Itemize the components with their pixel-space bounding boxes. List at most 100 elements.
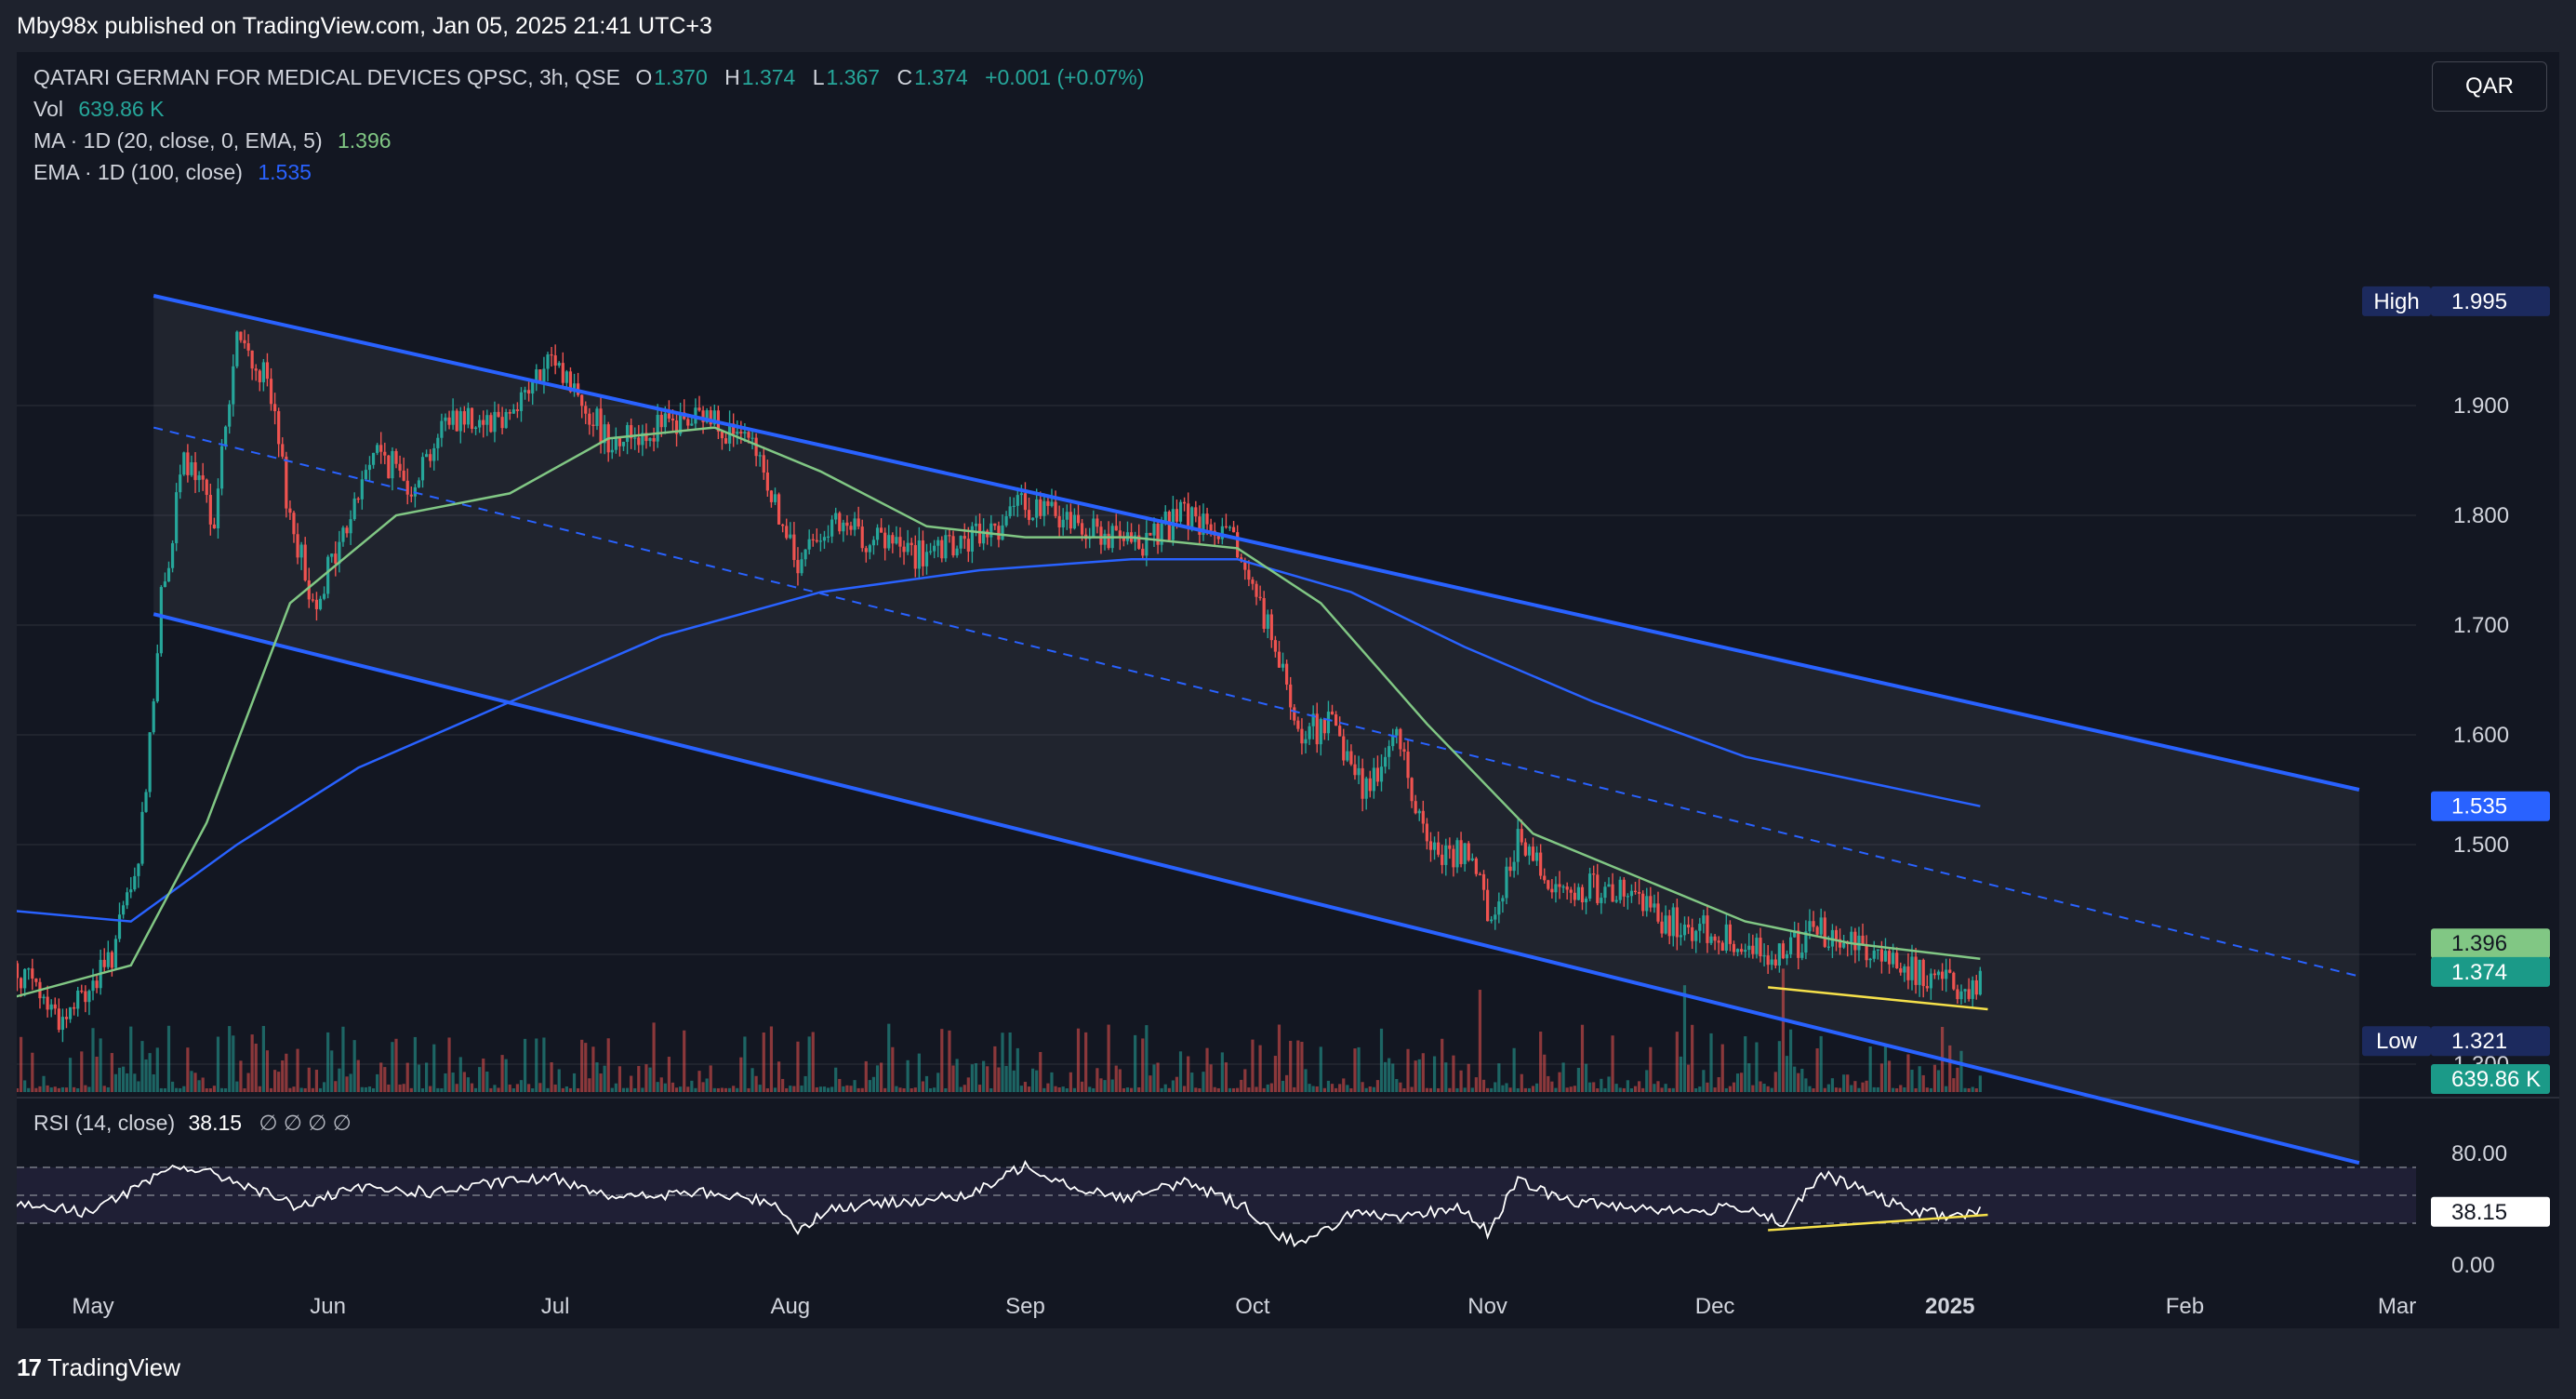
candle-body <box>736 432 739 434</box>
volume-bar <box>1364 1087 1368 1092</box>
candle-body <box>652 437 656 442</box>
volume-bar <box>588 1078 591 1092</box>
volume-bar <box>599 1073 603 1092</box>
candle-body <box>712 410 716 425</box>
volume-bar <box>163 1087 167 1092</box>
candle-body <box>322 593 326 599</box>
candle-body <box>705 410 709 422</box>
candle-body <box>57 1008 60 1031</box>
candle-body <box>1618 879 1622 900</box>
volume-bar <box>1936 1070 1941 1092</box>
volume-bar <box>1812 1087 1815 1092</box>
candle-body <box>1732 943 1736 953</box>
volume-bar <box>511 1088 515 1092</box>
candle-body <box>1664 915 1667 934</box>
candle-body <box>1747 945 1751 951</box>
volume-bar <box>811 1032 815 1092</box>
candle-body <box>341 527 345 542</box>
price-chart[interactable]: 1.9001.8001.7001.6001.5001.30080.000.00M… <box>17 52 2559 1328</box>
candle-body <box>1777 943 1781 966</box>
volume-bar <box>546 1087 550 1092</box>
volume-bar <box>425 1062 429 1092</box>
volume-bar <box>800 1086 803 1092</box>
volume-bar <box>1110 1079 1114 1092</box>
volume-tag-text: 639.86 K <box>2451 1067 2541 1092</box>
volume-bar <box>338 1068 341 1092</box>
volume-bar <box>1383 1061 1388 1092</box>
candle-body <box>311 599 314 601</box>
candle-body <box>519 392 524 411</box>
volume-bar <box>1220 1052 1224 1092</box>
candle-body <box>822 537 827 541</box>
volume-bar <box>175 1087 179 1092</box>
candle-body <box>1391 735 1395 747</box>
candle-body <box>1444 845 1448 865</box>
volume-bar <box>243 1087 246 1092</box>
volume-bar <box>769 1026 774 1092</box>
candle-body <box>193 461 197 481</box>
volume-bar <box>1311 1086 1315 1092</box>
candle-body <box>671 419 675 421</box>
volume-bar <box>87 1086 91 1092</box>
candle-body <box>1160 523 1163 545</box>
currency-button[interactable]: QAR <box>2432 61 2547 112</box>
volume-bar <box>1691 1024 1694 1092</box>
candle-body <box>1872 950 1876 959</box>
volume-bar <box>140 1041 144 1092</box>
volume-bar <box>53 1086 57 1092</box>
volume-bar <box>345 1076 349 1092</box>
volume-bar <box>129 1026 133 1092</box>
candle-body <box>455 410 458 432</box>
volume-bar <box>875 1065 880 1092</box>
candle-body <box>383 451 387 456</box>
candle-body <box>1629 890 1634 897</box>
candle-body <box>1744 950 1747 953</box>
volume-bar <box>1865 1080 1868 1092</box>
volume-bar <box>1588 1082 1592 1092</box>
volume-bar <box>603 1065 606 1092</box>
volume-bar <box>64 1087 69 1092</box>
candle-body <box>1906 966 1910 980</box>
candle-body <box>1755 938 1759 954</box>
candle-body <box>1952 972 1956 990</box>
volume-bar <box>436 1087 440 1092</box>
candle-body <box>53 1004 57 1009</box>
volume-bar <box>948 1030 951 1092</box>
volume-bar <box>1156 1062 1160 1092</box>
volume-bar <box>219 1087 224 1092</box>
candle-body <box>963 536 966 540</box>
volume-bar <box>577 1087 580 1092</box>
volume-bar <box>497 1087 500 1092</box>
footer-brand[interactable]: 17 TradingView <box>17 1349 180 1386</box>
candle-body <box>1107 533 1110 549</box>
candle-body <box>1277 651 1281 668</box>
volume-bar <box>1361 1082 1364 1092</box>
candle-body <box>1520 829 1523 843</box>
candle-body <box>367 464 372 471</box>
candle-body <box>747 432 750 438</box>
volume-bar <box>133 1073 137 1092</box>
volume-bar <box>235 1081 239 1092</box>
volume-bar <box>232 1035 235 1092</box>
volume-bar <box>273 1070 277 1092</box>
volume-bar <box>1550 1081 1554 1092</box>
volume-bar <box>610 1087 614 1092</box>
channel-lower-line <box>153 612 2360 1166</box>
candle-body <box>1459 840 1463 864</box>
candle-body <box>299 544 303 558</box>
time-axis-label: Jun <box>310 1294 346 1319</box>
candle-body <box>853 518 856 530</box>
volume-bar <box>621 1087 626 1092</box>
candle-body <box>1231 526 1236 533</box>
chart-frame[interactable]: 1.9001.8001.7001.6001.5001.30080.000.00M… <box>17 52 2559 1328</box>
candle-body <box>303 544 307 580</box>
candle-body <box>906 542 910 553</box>
volume-bar <box>1861 1082 1865 1092</box>
candle-body <box>1963 989 1967 992</box>
candle-body <box>1156 523 1160 545</box>
volume-bar <box>23 1080 27 1092</box>
candle-body <box>898 537 902 547</box>
volume-bar <box>493 1085 497 1092</box>
volume-bar <box>910 1087 913 1092</box>
volume-bar <box>458 1057 462 1092</box>
